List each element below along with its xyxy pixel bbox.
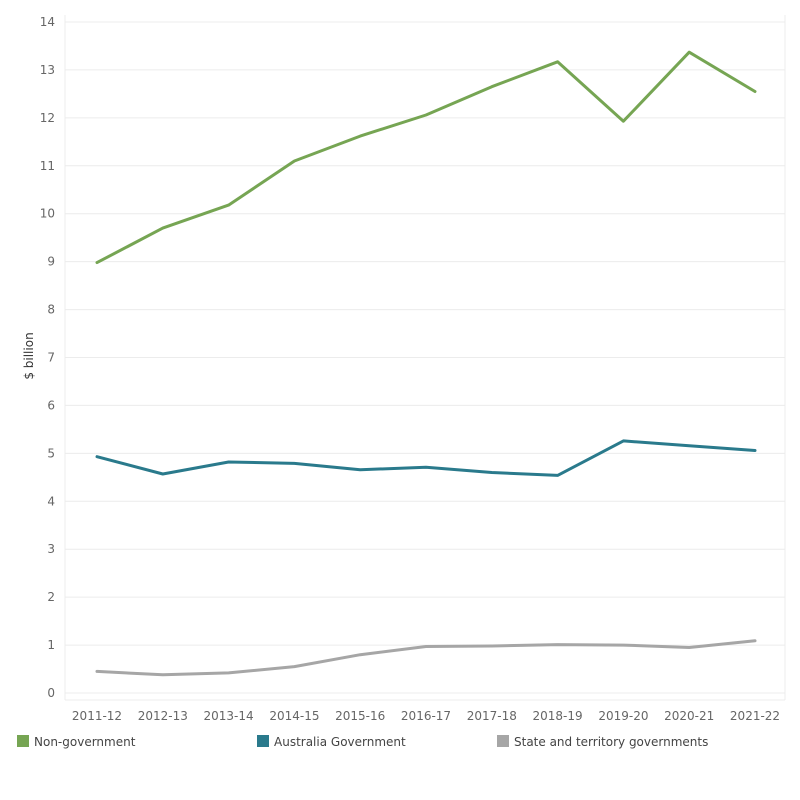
y-tick-label: 6 xyxy=(47,398,55,412)
x-tick-label: 2021-22 xyxy=(730,709,780,723)
y-axis-title: $ billion xyxy=(22,332,36,379)
x-tick-label: 2018-19 xyxy=(533,709,583,723)
legend: Non-government Australia Government State … xyxy=(17,735,708,749)
legend-label: Non-government xyxy=(34,735,136,749)
legend-swatch xyxy=(497,735,509,747)
y-tick-label: 1 xyxy=(47,638,55,652)
x-tick-label: 2017-18 xyxy=(467,709,517,723)
y-tick-label: 13 xyxy=(40,63,55,77)
y-tick-label: 11 xyxy=(40,159,55,173)
y-tick-label: 14 xyxy=(40,15,55,29)
y-tick-label: 7 xyxy=(47,351,55,365)
gridlines xyxy=(64,15,786,701)
legend-swatch xyxy=(257,735,269,747)
x-tick-label: 2016-17 xyxy=(401,709,451,723)
x-tick-label: 2020-21 xyxy=(664,709,714,723)
x-tick-label: 2013-14 xyxy=(204,709,254,723)
y-tick-label: 4 xyxy=(47,494,55,508)
y-tick-label: 5 xyxy=(47,446,55,460)
y-tick-label: 12 xyxy=(40,111,55,125)
series-line-1 xyxy=(95,50,757,265)
x-tick-label: 2014-15 xyxy=(269,709,319,723)
legend-label: State and territory governments xyxy=(514,735,708,749)
y-tick-label: 0 xyxy=(47,686,55,700)
y-tick-label: 3 xyxy=(47,542,55,556)
y-tick-label: 2 xyxy=(47,590,55,604)
x-tick-label: 2011-12 xyxy=(72,709,122,723)
legend-swatch xyxy=(17,735,29,747)
legend-label: Australia Government xyxy=(274,735,406,749)
series-line-3 xyxy=(95,639,757,677)
x-axis-ticks: 2011-12 2012-13 2013-14 2014-15 2015-16 2016-… xyxy=(72,709,780,723)
series-line-2 xyxy=(95,439,757,477)
y-tick-label: 8 xyxy=(47,303,55,317)
y-tick-label: 10 xyxy=(40,207,55,221)
x-tick-label: 2019-20 xyxy=(598,709,648,723)
x-tick-label: 2012-13 xyxy=(138,709,188,723)
x-tick-label: 2015-16 xyxy=(335,709,385,723)
series-lines xyxy=(95,50,757,677)
y-tick-label: 9 xyxy=(47,255,55,269)
